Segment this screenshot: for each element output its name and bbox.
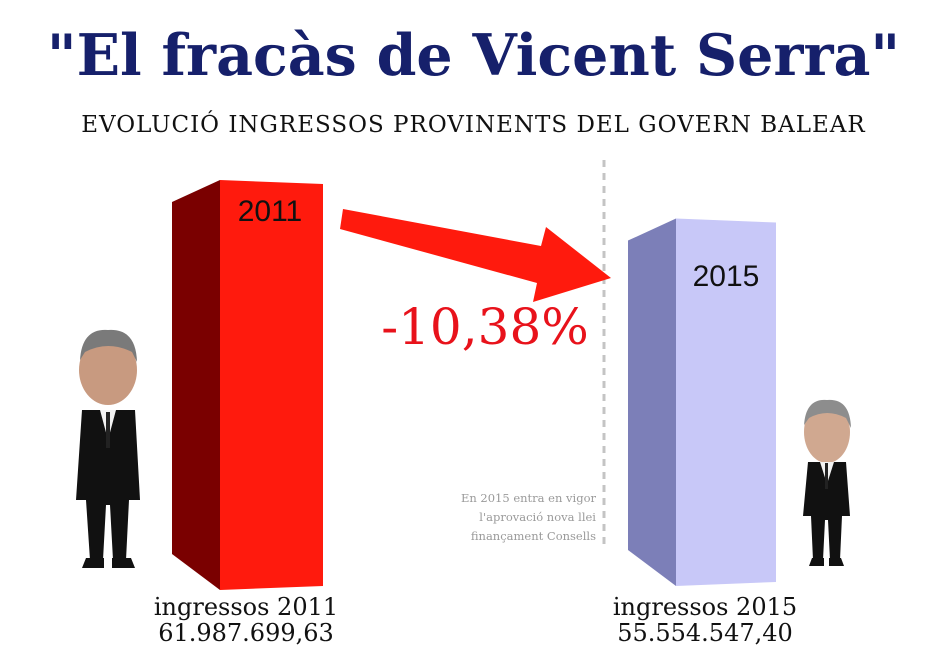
person-figure-right-icon — [803, 399, 851, 566]
chart-subtitle: EVOLUCIÓ INGRESSOS PROVINENTS DEL GOVERN… — [81, 112, 866, 138]
bar-2011-front — [220, 180, 323, 590]
bar-2011-value: 61.987.699,63 — [158, 619, 334, 647]
person-figure-left-icon — [76, 329, 140, 568]
bar-2015-side — [628, 218, 676, 587]
bar-2015-label: 2015 — [693, 260, 760, 293]
annotation-line: finançament Consells — [471, 529, 596, 543]
chart-title: "El fracàs de Vicent Serra" — [46, 22, 901, 89]
bar-2011-side — [172, 180, 220, 590]
bar-2015-caption-label: ingressos 2015 — [612, 593, 798, 621]
bar-2011-caption-label: ingressos 2011 — [153, 593, 339, 621]
change-percentage: -10,38% — [381, 298, 589, 356]
bar-2011-label: 2011 — [238, 195, 303, 228]
bar-2011: 2011 — [172, 180, 323, 590]
bar-2015: 2015 — [628, 218, 776, 587]
annotation-line: l'aprovació nova llei — [479, 510, 596, 524]
bar-2015-value: 55.554.547,40 — [617, 619, 793, 647]
annotation-line: En 2015 entra en vigor — [461, 491, 597, 505]
bar-2015-caption: ingressos 2015 55.554.547,40 — [565, 594, 845, 646]
annotation-note: En 2015 entra en vigor l'aprovació nova … — [461, 491, 597, 543]
decline-arrow-icon — [340, 209, 611, 302]
bar-2015-front — [676, 218, 776, 587]
bar-2011-caption: ingressos 2011 61.987.699,63 — [106, 594, 386, 646]
